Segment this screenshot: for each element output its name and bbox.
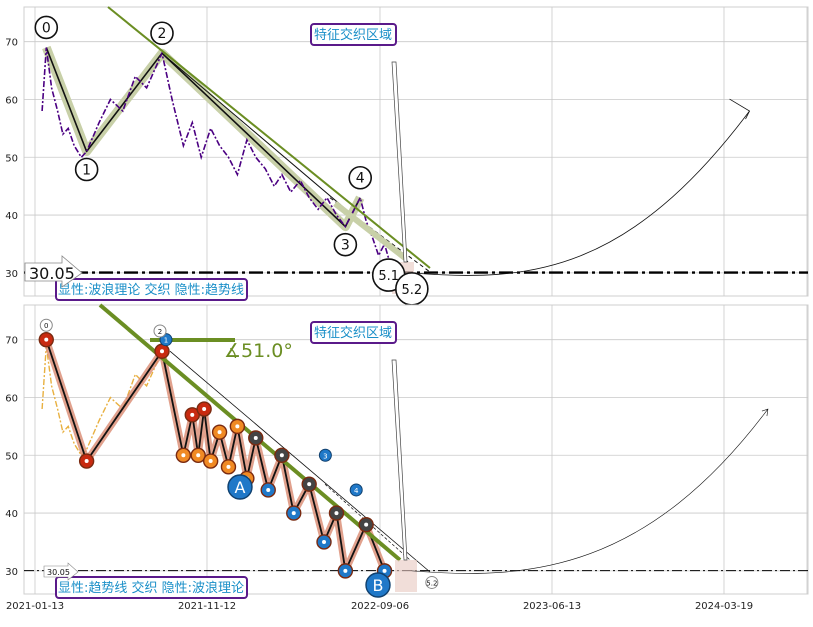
interlace-region [395,560,417,592]
bottom-region-label: 特征交织区域 [310,321,397,344]
zigzag-marker-dot [196,453,201,458]
top-caption-text: 显性:波浪理论 交织 隐性:趋势线 [58,282,244,298]
zigzag-marker-dot [235,424,240,429]
wave-point-circle [34,15,59,40]
top-panel: 30 40 50 60 70 0 1 2 3 4 5.15.2 [5,6,809,306]
trendline-halo [333,201,407,261]
x-tick-labels: 2021-01-13 2021-11-12 2022-09-06 2023-06-13… [6,601,753,612]
wave-point-label: 4 [354,487,359,495]
y-tick-label: 40 [5,509,18,520]
wave-point-circle [153,324,167,338]
zigzag-marker-dot [334,511,339,516]
bottom-caption-text: 显性:趋势线 交织 隐性:波浪理论 [58,580,244,596]
x-tick-label: 2024-03-19 [695,601,753,612]
y-tick-label: 70 [5,38,18,49]
pointer-needle [391,61,408,263]
zigzag-marker-dot [364,522,369,527]
wave-point-label: 3 [341,238,350,254]
top-chart-marks: 0 1 2 3 4 5.15.2 [24,6,808,306]
wave-point-label: 0 [42,20,51,36]
forecast-arrowhead [729,98,751,120]
trendline-thin [169,350,431,573]
zigzag-marker-dot [382,568,387,573]
zigzag-marker-dot [226,464,231,469]
zigzag-marker-dot [322,539,327,544]
y-tick-label: 70 [5,336,18,347]
wave-point-label: 3 [323,452,327,460]
zigzag-marker-dot [202,407,207,412]
bottom-region-label-text: 特征交织区域 [314,325,392,341]
bottom-angle-label: ∡51.0° [224,340,293,362]
x-tick-label: 2022-09-06 [351,601,409,612]
wave-point-label: 4 [356,171,365,187]
y-tick-label: 60 [5,393,18,404]
top-level-label: 30.05 [29,264,75,283]
wave-point-circle [150,21,174,46]
bottom-level-callout: 30.05 [43,562,79,581]
zigzag-marker-dot [291,511,296,516]
wave-point-label: 2 [158,328,162,336]
forecast-arrowhead [761,408,769,417]
top-region-label-text: 特征交织区域 [314,27,392,43]
y-tick-label: 50 [5,451,18,462]
wave-point-label: 1 [82,163,91,179]
top-caption: 显性:波浪理论 交织 隐性:趋势线 [55,278,248,301]
zigzag-marker-dot [253,435,258,440]
bottom-panel-frame [23,304,809,595]
wave-point-label: 5.2 [426,579,437,587]
x-tick-label: 2021-01-13 [6,601,64,612]
forecast-curve [411,110,750,276]
wave-point-label: 5.1 [378,269,399,284]
y-tick-label: 60 [5,95,18,106]
point-label-text: A [235,478,246,497]
y-tick-label: 40 [5,211,18,222]
bottom-y-tick-labels: 30 40 50 60 70 [5,336,18,578]
wave-point-circle [74,157,99,182]
trendline-main [107,6,431,269]
forecast-curve [411,408,769,574]
point-label-circle [365,572,391,598]
zigzag-marker-dot [217,430,222,435]
zigzag-marker-dot [84,459,89,464]
wave-point-circle [349,483,363,497]
wave-point-circle [39,318,53,332]
zigzag-marker-dot [190,412,195,417]
wave-point-label: 0 [44,322,48,330]
pointer-needle [391,359,408,561]
y-tick-label: 30 [5,269,18,280]
bottom-panel: 30 40 50 60 70 0 12 3 4 5.2 A B [5,303,809,598]
wave-point-circle [348,165,373,190]
zigzag-line [45,339,386,572]
price-series [41,47,392,268]
wave-point-circle [333,232,358,257]
top-panel-frame [23,6,809,297]
zigzag-marker-dot [44,337,49,342]
wave-point-circle [425,575,439,589]
bottom-caption: 显性:趋势线 交织 隐性:波浪理论 [55,576,248,599]
x-tick-label: 2023-06-13 [523,601,581,612]
x-tick-label: 2021-11-12 [178,601,236,612]
bottom-level-label: 30.05 [47,568,70,577]
wave-point-label: 1 [164,337,168,345]
wave-point-circle [318,448,332,462]
top-y-tick-labels: 30 40 50 60 70 [5,38,18,280]
bottom-chart-marks: 0 12 3 4 5.2 A B [24,303,808,598]
zigzag-marker-dot [307,482,312,487]
y-tick-label: 30 [5,567,18,578]
zigzag-marker-dot [266,487,271,492]
top-level-callout: 30.05 [24,255,83,288]
trendline-main [98,303,402,562]
wave-point-label: 2 [158,26,167,42]
zigzag-marker-dot [181,453,186,458]
wave-point-label: 5.2 [401,283,422,298]
zigzag-marker-dot [279,453,284,458]
zigzag-marker-dot [159,349,164,354]
point-label-text: B [373,576,384,595]
top-region-label: 特征交织区域 [310,23,397,46]
y-tick-label: 50 [5,153,18,164]
zigzag-marker-dot [343,568,348,573]
point-label-circle [227,474,253,500]
zigzag-marker-dot [208,459,213,464]
